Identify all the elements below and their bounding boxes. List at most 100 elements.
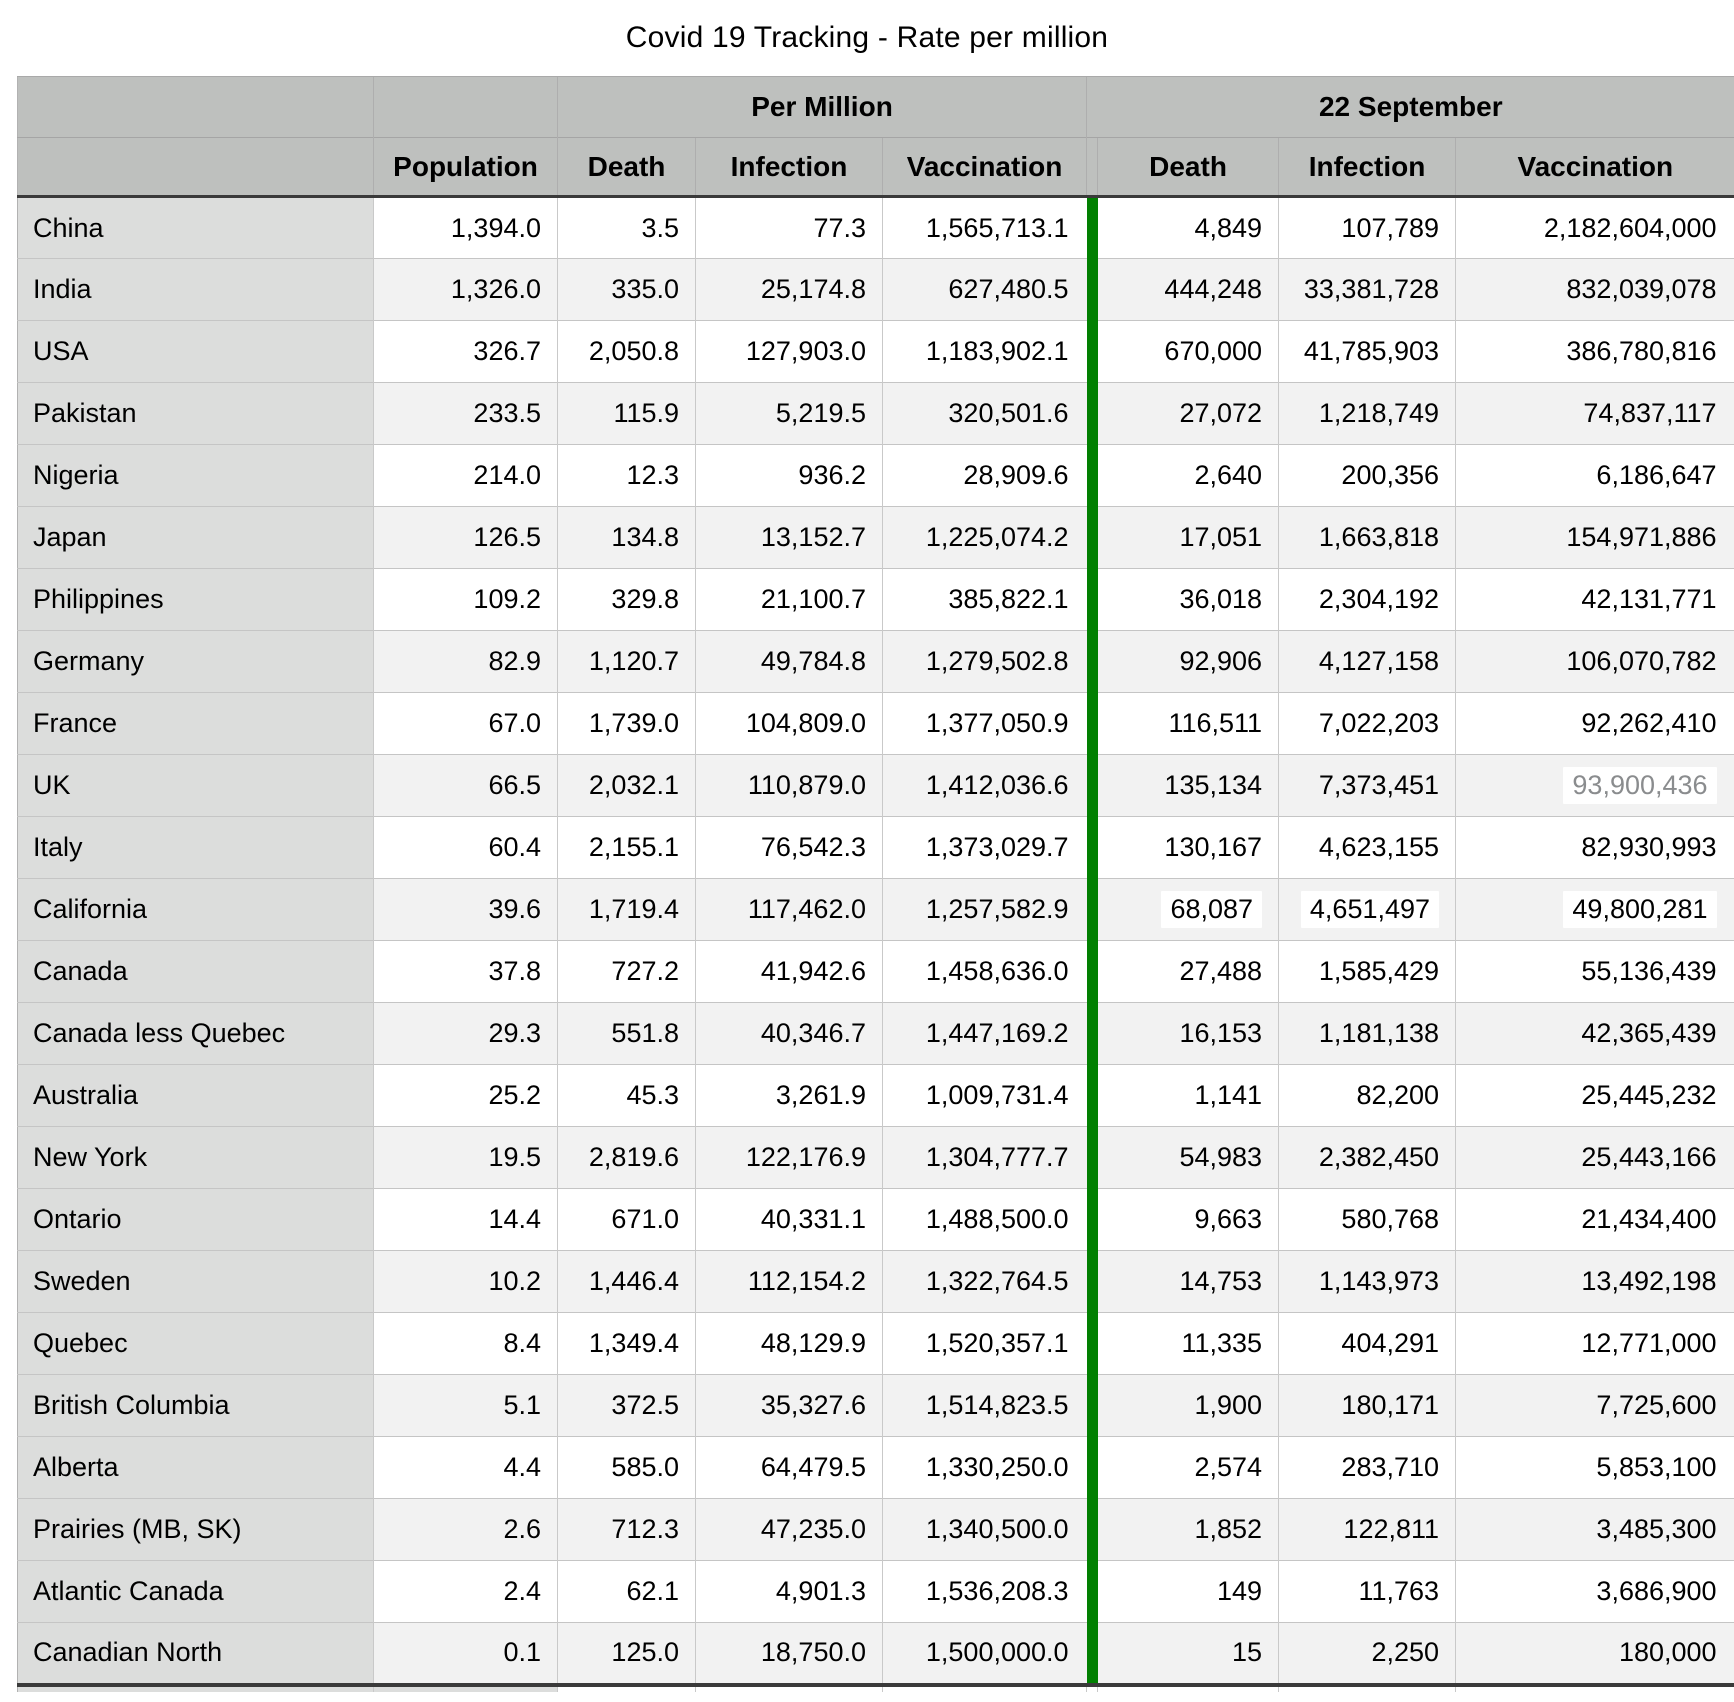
cell-pm-vaccination[interactable]: 1,340,500.0	[881, 1498, 1087, 1561]
cell-sep-infection[interactable]: 82,200	[1278, 1064, 1456, 1127]
cell-sep-death[interactable]: 15	[1097, 1622, 1279, 1685]
cell-population[interactable]: 2.6	[373, 1498, 558, 1561]
cell-pm-death[interactable]: 1,739.0	[557, 692, 696, 755]
cell-pm-infection[interactable]: 47,235.0	[695, 1498, 883, 1561]
column-header-population[interactable]: Population	[373, 137, 558, 198]
cell-population[interactable]: 109.2	[373, 568, 558, 631]
column-header-sep-death[interactable]: Death	[1097, 137, 1279, 198]
cell-pm-infection[interactable]: 122,176.9	[695, 1126, 883, 1189]
row-label[interactable]: Japan	[17, 506, 374, 569]
cell-pm-vaccination[interactable]: 320,501.6	[881, 382, 1087, 445]
cell-sep-vaccination[interactable]: 42,131,771	[1455, 568, 1734, 631]
cell-population[interactable]: 4.4	[373, 1436, 558, 1499]
cell-pm-death[interactable]: 335.0	[557, 258, 696, 321]
cell-pm-death[interactable]: 551.8	[557, 1002, 696, 1065]
cell-sep-vaccination[interactable]: 42,365,439	[1455, 1002, 1734, 1065]
cell-population[interactable]: 37.8	[373, 940, 558, 1003]
cell-pm-infection[interactable]: 104,809.0	[695, 692, 883, 755]
cell-sep-infection[interactable]: 2,304,192	[1278, 568, 1456, 631]
cell-sep-death[interactable]: 2,574	[1097, 1436, 1279, 1499]
cell-population[interactable]: 19.5	[373, 1126, 558, 1189]
cell-pm-death[interactable]: 12.3	[557, 444, 696, 507]
cell-sep-vaccination[interactable]: 3,686,900	[1455, 1560, 1734, 1623]
row-label[interactable]: Canada	[17, 940, 374, 1003]
cell-sep-infection[interactable]: 1,585,429	[1278, 940, 1456, 1003]
cell-sep-infection[interactable]: 1,143,973	[1278, 1250, 1456, 1313]
cell-sep-infection[interactable]: 7,022,203	[1278, 692, 1456, 755]
cell-pm-death[interactable]: 727.2	[557, 940, 696, 1003]
cell-pm-vaccination[interactable]: 1,279,502.8	[881, 630, 1087, 693]
cell-sep-vaccination[interactable]: 25,445,232	[1455, 1064, 1734, 1127]
cell-sep-vaccination[interactable]: 25,443,166	[1455, 1126, 1734, 1189]
cell-sep-death[interactable]: 1,852	[1097, 1498, 1279, 1561]
cell-pm-infection[interactable]: 3,261.9	[695, 1064, 883, 1127]
cell-pm-death[interactable]: 1,120.7	[557, 630, 696, 693]
cell-pm-death[interactable]: 712.3	[557, 1498, 696, 1561]
row-label[interactable]: Ontario	[17, 1188, 374, 1251]
cell-population[interactable]: 67.0	[373, 692, 558, 755]
cell-sep-death[interactable]: 14,753	[1097, 1250, 1279, 1313]
cell-sep-infection[interactable]: 283,710	[1278, 1436, 1456, 1499]
row-label[interactable]: Atlantic Canada	[17, 1560, 374, 1623]
cell-population[interactable]: 29.3	[373, 1002, 558, 1065]
row-label[interactable]: Nigeria	[17, 444, 374, 507]
column-header-pm-infection[interactable]: Infection	[695, 137, 883, 198]
group-header-date[interactable]: 22 September	[1086, 76, 1734, 138]
cell-pm-vaccination[interactable]: 1,183,902.1	[881, 320, 1087, 383]
cell-pm-vaccination[interactable]: 1,520,357.1	[881, 1312, 1087, 1375]
cell-sep-infection[interactable]: 1,181,138	[1278, 1002, 1456, 1065]
cell-sep-death[interactable]: 670,000	[1097, 320, 1279, 383]
cell-pm-infection[interactable]: 49,784.8	[695, 630, 883, 693]
cell-pm-death[interactable]: 3.5	[557, 196, 696, 259]
cell-population[interactable]: 2.4	[373, 1560, 558, 1623]
cell-pm-infection[interactable]: 117,462.0	[695, 878, 883, 941]
cell-pm-infection[interactable]: 25,174.8	[695, 258, 883, 321]
cell-pm-vaccination[interactable]: 1,009,731.4	[881, 1064, 1087, 1127]
cell-pm-vaccination[interactable]: 1,536,208.3	[881, 1560, 1087, 1623]
cell-population[interactable]: 10.2	[373, 1250, 558, 1313]
cell-sep-vaccination[interactable]: 154,971,886	[1455, 506, 1734, 569]
cell-population[interactable]: 126.5	[373, 506, 558, 569]
cell-pm-death[interactable]: 2,819.6	[557, 1126, 696, 1189]
cell-pm-infection[interactable]: 127,903.0	[695, 320, 883, 383]
cell-sep-death[interactable]: 2,640	[1097, 444, 1279, 507]
cell-sep-death[interactable]: 1,141	[1097, 1064, 1279, 1127]
cell-pm-vaccination[interactable]: 1,458,636.0	[881, 940, 1087, 1003]
cell-sep-death[interactable]: 27,488	[1097, 940, 1279, 1003]
cell-pm-vaccination[interactable]: 385,822.1	[881, 568, 1087, 631]
cell-pm-vaccination[interactable]: 1,330,250.0	[881, 1436, 1087, 1499]
cell-population[interactable]: 1,326.0	[373, 258, 558, 321]
row-label[interactable]: California	[17, 878, 374, 941]
cell-sep-vaccination[interactable]: 55,136,439	[1455, 940, 1734, 1003]
row-label[interactable]: UK	[17, 754, 374, 817]
cell-sep-infection[interactable]: 2,382,450	[1278, 1126, 1456, 1189]
cell-population[interactable]: 8.4	[373, 1312, 558, 1375]
row-label[interactable]: Australia	[17, 1064, 374, 1127]
cell-pm-death[interactable]: 372.5	[557, 1374, 696, 1437]
cell-sep-death[interactable]: 444,248	[1097, 258, 1279, 321]
cell-sep-vaccination[interactable]: 93,900,436	[1455, 754, 1734, 817]
cell-pm-vaccination[interactable]: 1,377,050.9	[881, 692, 1087, 755]
cell-population[interactable]: 0.1	[373, 1622, 558, 1685]
cell-sep-infection[interactable]: 11,763	[1278, 1560, 1456, 1623]
cell-sep-infection[interactable]: 2,250	[1278, 1622, 1456, 1685]
group-header-blank-population[interactable]	[373, 76, 558, 138]
cell-sep-death[interactable]: 17,051	[1097, 506, 1279, 569]
cell-pm-vaccination[interactable]: 1,257,582.9	[881, 878, 1087, 941]
cell-sep-death[interactable]: 54,983	[1097, 1126, 1279, 1189]
cell-pm-death[interactable]: 2,032.1	[557, 754, 696, 817]
row-label[interactable]: Canadian North	[17, 1622, 374, 1685]
cell-sep-infection[interactable]: 1,663,818	[1278, 506, 1456, 569]
cell-sep-death[interactable]: 4,849	[1097, 196, 1279, 259]
cell-sep-death[interactable]: 36,018	[1097, 568, 1279, 631]
cell-pm-infection[interactable]: 64,479.5	[695, 1436, 883, 1499]
cell-pm-infection[interactable]: 5,219.5	[695, 382, 883, 445]
cell-sep-infection[interactable]: 33,381,728	[1278, 258, 1456, 321]
cell-sep-infection[interactable]: 107,789	[1278, 196, 1456, 259]
cell-pm-vaccination[interactable]: 1,565,713.1	[881, 196, 1087, 259]
cell-pm-death[interactable]: 329.8	[557, 568, 696, 631]
cell-population[interactable]: 66.5	[373, 754, 558, 817]
row-label[interactable]: Alberta	[17, 1436, 374, 1499]
cell-pm-vaccination[interactable]: 1,225,074.2	[881, 506, 1087, 569]
cell-pm-vaccination[interactable]: 1,488,500.0	[881, 1188, 1087, 1251]
